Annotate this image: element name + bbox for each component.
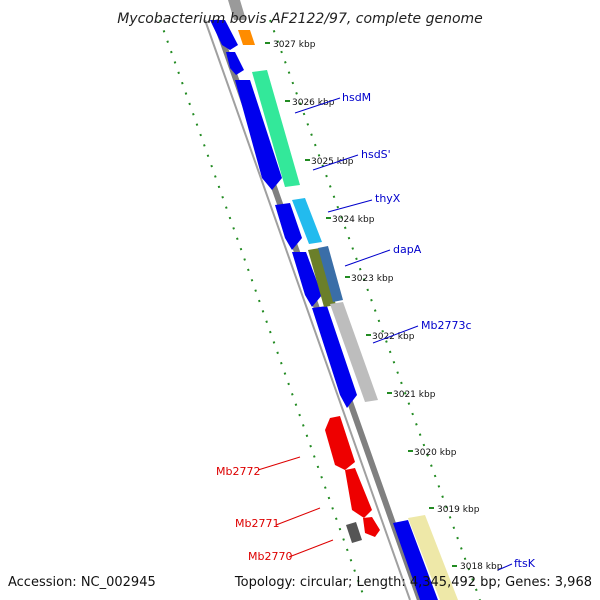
cds-block: [292, 252, 322, 307]
backbone-line-inner: [204, 19, 411, 600]
tick-label: 3018 kbp: [460, 562, 503, 572]
gene-label-Mb2773c[interactable]: Mb2773c: [421, 319, 472, 332]
tick-label: 3027 kbp: [273, 40, 316, 50]
gene-labels-right: hsdM hsdS' thyX dapA Mb2773c ftsK: [294, 91, 536, 571]
label-leader-line: [275, 507, 321, 526]
gene-label-dapA[interactable]: dapA: [393, 243, 422, 256]
gene-label-hsdM[interactable]: hsdM: [342, 91, 371, 104]
forward-strand-cds: [325, 416, 380, 543]
label-leader-line: [288, 539, 334, 558]
gene-label-thyX[interactable]: thyX: [375, 192, 401, 205]
gc-content-tracks: [159, 19, 481, 600]
band-Mb2773c: [330, 302, 378, 402]
tick-labels: 3027 kbp 3026 kbp 3025 kbp 3024 kbp 3023…: [273, 40, 503, 572]
gene-label-hsdS[interactable]: hsdS': [361, 148, 391, 161]
cds-block: [226, 52, 244, 75]
tick-label: 3024 kbp: [332, 215, 375, 225]
tick-label: 3021 kbp: [393, 390, 436, 400]
gene-label-ftsK[interactable]: ftsK: [514, 557, 536, 570]
genome-summary-text: Topology: circular; Length: 4,345,492 bp…: [234, 575, 592, 590]
band-orange: [238, 30, 255, 45]
label-leader-line: [257, 456, 301, 471]
reverse-strand-cds: [210, 20, 438, 600]
band-dapA-light: [318, 246, 343, 302]
cds-block: [345, 468, 372, 518]
feature-bands: [228, 0, 458, 600]
tick-marks: [265, 42, 457, 567]
band-dapA: [308, 248, 336, 307]
label-leader-line: [372, 325, 419, 344]
tick-label: 3019 kbp: [437, 505, 480, 515]
label-leader-line: [327, 199, 373, 213]
genome-title: Mycobacterium bovis AF2122/97, complete …: [117, 11, 483, 27]
cds-block: [325, 416, 355, 470]
cds-block: [363, 517, 380, 537]
label-leader-line: [294, 97, 341, 114]
gene-label-Mb2772[interactable]: Mb2772: [216, 465, 260, 478]
gc-outer-dotted-track: [269, 19, 481, 600]
tick-label: 3022 kbp: [372, 332, 415, 342]
tick-label: 3020 kbp: [414, 448, 457, 458]
gene-labels-left: Mb2772 Mb2771 Mb2770: [216, 456, 334, 563]
band-thyX: [292, 198, 322, 244]
cds-block: [393, 520, 438, 600]
cds-block: [210, 20, 238, 50]
cds-block: [235, 80, 282, 190]
gene-label-Mb2770[interactable]: Mb2770: [248, 550, 292, 563]
tick-label: 3025 kbp: [311, 157, 354, 167]
label-leader-line: [312, 154, 359, 171]
label-leader-line: [497, 563, 513, 571]
label-leader-line: [344, 249, 391, 267]
accession-text: Accession: NC_002945: [8, 575, 156, 590]
cds-block: [312, 306, 357, 408]
gene-label-Mb2771[interactable]: Mb2771: [235, 517, 279, 530]
band-grey-top: [228, 0, 246, 20]
band-hsdM: [252, 70, 300, 187]
cds-block: [275, 203, 302, 250]
band-ftsK: [408, 515, 458, 600]
tick-label: 3023 kbp: [351, 274, 394, 284]
cds-block-grey: [346, 522, 362, 543]
tick-label: 3026 kbp: [292, 98, 335, 108]
